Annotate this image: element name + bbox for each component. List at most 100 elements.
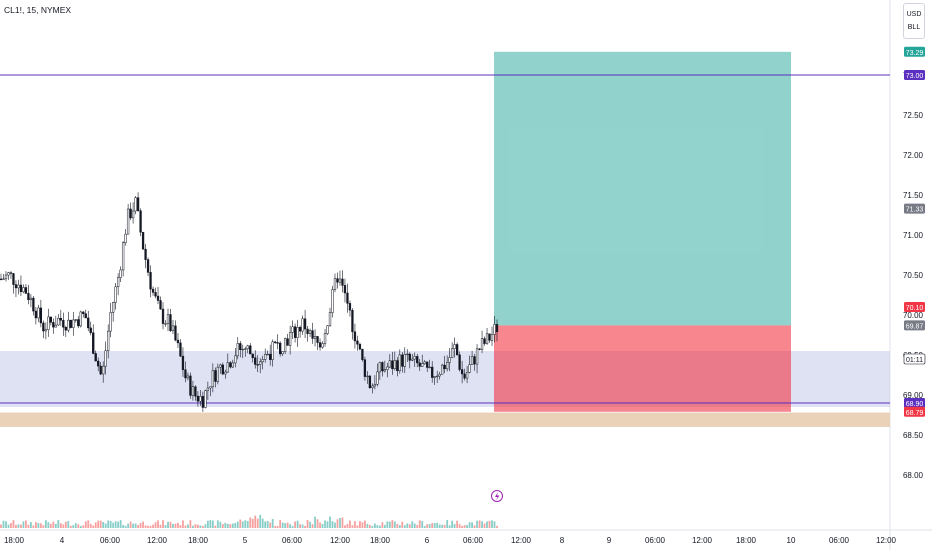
candle <box>368 374 372 389</box>
candle <box>475 344 479 374</box>
volume-bar <box>436 522 439 528</box>
candle <box>261 355 264 370</box>
volume-bar <box>381 522 384 528</box>
time-tick: 18:00 <box>4 536 25 545</box>
candle <box>279 341 282 357</box>
candle <box>19 275 23 297</box>
candle <box>104 341 107 375</box>
svg-text:71.33: 71.33 <box>906 207 924 214</box>
candle <box>259 358 262 374</box>
volume-bar <box>32 525 35 528</box>
current-price-label[interactable]: 71.33 <box>904 203 925 214</box>
volume-bar <box>334 522 336 528</box>
volume-bar <box>92 525 95 528</box>
candle <box>124 229 127 246</box>
candle <box>458 351 461 372</box>
volume-bar <box>167 521 169 528</box>
price-tick: 69.00 <box>903 391 924 400</box>
candle <box>234 348 237 368</box>
volume-bar <box>241 521 244 528</box>
volume-bar <box>206 520 209 528</box>
volume-bar <box>57 520 60 528</box>
volume-bar <box>137 525 139 528</box>
candle <box>333 273 337 293</box>
candle <box>254 350 257 369</box>
volume-bar <box>319 522 321 528</box>
volume-bar <box>366 523 369 528</box>
demand-zone[interactable] <box>0 412 890 427</box>
candle <box>12 272 15 294</box>
volume-bar <box>294 521 297 528</box>
volume-bar <box>336 519 339 528</box>
candle <box>403 347 406 374</box>
candle <box>478 348 481 351</box>
candle <box>326 325 329 336</box>
volume-bar <box>441 524 444 528</box>
candle <box>343 278 347 303</box>
time-tick: 06:00 <box>645 536 666 545</box>
horizontal-line-label[interactable]: 73.00 <box>904 70 925 80</box>
volume-bar <box>276 525 279 528</box>
volume-bar <box>471 522 473 528</box>
candle <box>408 352 411 369</box>
volume-bar <box>62 524 65 528</box>
volume-bar <box>216 520 219 528</box>
candle <box>174 320 177 342</box>
candle <box>47 308 50 337</box>
volume-bar <box>391 520 394 528</box>
volume-bar <box>97 520 100 528</box>
candle <box>480 330 484 354</box>
candle <box>69 319 72 329</box>
long-position-profit-zone[interactable] <box>494 51 791 326</box>
entry-price-label[interactable]: 69.87 <box>904 320 925 331</box>
volume-bar <box>0 524 2 528</box>
time-tick: 18:00 <box>370 536 391 545</box>
svg-text:70.10: 70.10 <box>906 305 924 312</box>
long-position-loss-zone[interactable] <box>494 325 791 412</box>
candle <box>323 328 327 347</box>
stop-price-label[interactable]: 70.10 <box>904 302 925 312</box>
target-price-label[interactable]: 73.29 <box>904 46 925 57</box>
symbol-title[interactable]: CL1!, 15, NYMEX <box>4 5 72 15</box>
candle <box>181 347 185 377</box>
volume-bar <box>129 521 132 528</box>
svg-text:01:11: 01:11 <box>906 357 923 364</box>
volume-bar <box>376 525 379 528</box>
candle <box>421 354 424 367</box>
candle <box>107 324 110 359</box>
volume-bar <box>69 525 72 528</box>
volume-bar <box>423 525 426 528</box>
candle <box>84 309 87 319</box>
candle <box>169 308 172 333</box>
candle <box>413 352 416 367</box>
candle <box>89 321 92 336</box>
candle <box>348 300 352 317</box>
volume-bar <box>134 523 137 528</box>
volume-bar <box>132 523 135 528</box>
time-tick: 18:00 <box>188 536 209 545</box>
volume-bar <box>461 525 464 528</box>
countdown-label[interactable]: 01:11 <box>903 353 926 365</box>
candle <box>351 308 354 340</box>
candle <box>42 320 45 339</box>
volume-bar <box>117 521 120 528</box>
volume-bar <box>408 524 411 528</box>
volume-bar <box>7 524 10 528</box>
volume-bar <box>403 525 406 528</box>
volume-bar <box>211 520 214 528</box>
currency-unit-selector[interactable]: USD BLL <box>903 3 925 39</box>
candle <box>52 318 55 334</box>
volume-bar <box>79 525 82 528</box>
volume-bar <box>438 524 441 528</box>
candle <box>164 320 167 327</box>
volume-bar <box>314 516 316 528</box>
volume-bar <box>99 520 102 528</box>
volume-bar <box>361 522 364 528</box>
volume-bar <box>209 520 212 528</box>
volume-bar <box>309 521 311 528</box>
volume-bar <box>413 523 416 528</box>
low-price-label[interactable]: 68.79 <box>904 406 925 417</box>
lightning-icon[interactable] <box>491 490 503 502</box>
support-line-label[interactable]: 68.90 <box>904 398 925 408</box>
